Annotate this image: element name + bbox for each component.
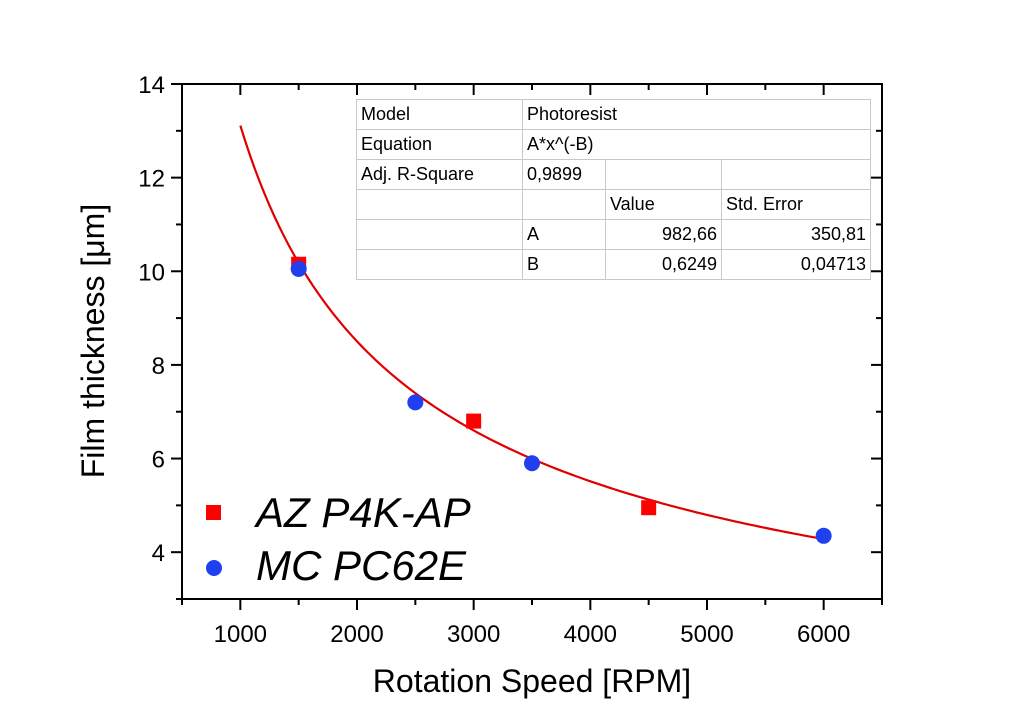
fit-table-cell	[356, 189, 523, 220]
fit-table-cell	[605, 159, 722, 190]
y-tick-label: 4	[152, 540, 165, 567]
fit-table-cell: Adj. R-Square	[356, 159, 523, 190]
fit-table-row: Model Photoresist	[356, 99, 871, 130]
fit-table-cell	[721, 159, 871, 190]
legend-label-mc-pc62e: MC PC62E	[256, 542, 467, 589]
fit-table-cell: 0,6249	[605, 249, 722, 280]
fit-table-cell: A	[522, 219, 606, 250]
y-tick-label: 12	[138, 166, 165, 193]
fit-table-cell: 0,9899	[522, 159, 606, 190]
data-point-mc-pc62e	[524, 455, 540, 472]
fit-table-row: Equation A*x^(-B)	[356, 129, 871, 160]
legend-marker-mc-pc62e	[206, 560, 222, 576]
fit-table-cell: Std. Error	[721, 189, 871, 220]
fit-table-row: Value Std. Error	[356, 189, 871, 220]
fit-table-cell: 350,81	[721, 219, 871, 250]
fit-table-row: A 982,66 350,81	[356, 219, 871, 250]
x-tick-label: 3000	[447, 621, 500, 648]
fit-table-cell: A*x^(-B)	[522, 129, 871, 160]
y-tick-label: 10	[138, 259, 165, 286]
y-tick-label: 6	[152, 447, 165, 474]
x-tick-label: 2000	[330, 621, 383, 648]
y-tick-labels: 4 6 8 10 12 14	[138, 72, 165, 567]
x-tick-label: 6000	[797, 621, 850, 648]
y-tick-label: 8	[152, 353, 165, 380]
data-point-mc-pc62e	[290, 260, 307, 277]
fit-table-cell	[522, 189, 606, 220]
fit-table-cell: Equation	[356, 129, 523, 160]
fit-table-cell: 982,66	[605, 219, 722, 250]
fit-table-cell: Value	[605, 189, 722, 220]
fit-table-cell: Model	[356, 99, 523, 130]
data-point-az-p4k-ap	[641, 500, 657, 516]
x-tick-labels: 1000 2000 3000 4000 5000 6000	[214, 621, 851, 648]
x-tick-label: 5000	[680, 621, 733, 648]
legend: AZ P4K-AP MC PC62E	[206, 489, 471, 589]
data-points	[290, 256, 832, 544]
fit-table-cell: Photoresist	[522, 99, 871, 130]
fit-table-cell: B	[522, 249, 606, 280]
axis-ticks	[171, 83, 883, 610]
y-tick-label: 14	[138, 72, 165, 99]
x-tick-label: 4000	[564, 621, 617, 648]
x-tick-label: 1000	[214, 621, 267, 648]
fit-table-cell: 0,04713	[721, 249, 871, 280]
fit-table-row: Adj. R-Square 0,9899	[356, 159, 871, 190]
y-axis-title: Film thickness [μm]	[75, 204, 111, 478]
fit-table-cell	[356, 219, 523, 250]
legend-label-az-p4k-ap: AZ P4K-AP	[253, 489, 471, 536]
legend-marker-az-p4k-ap	[206, 505, 221, 520]
data-point-mc-pc62e	[815, 527, 832, 544]
fit-parameters-table: Model Photoresist Equation A*x^(-B) Adj. R-S…	[356, 99, 871, 280]
fit-table-row: B 0,6249 0,04713	[356, 249, 871, 280]
data-point-az-p4k-ap	[466, 413, 482, 429]
data-point-mc-pc62e	[407, 394, 424, 411]
fit-table-cell	[356, 249, 523, 280]
x-axis-title: Rotation Speed [RPM]	[373, 663, 691, 699]
